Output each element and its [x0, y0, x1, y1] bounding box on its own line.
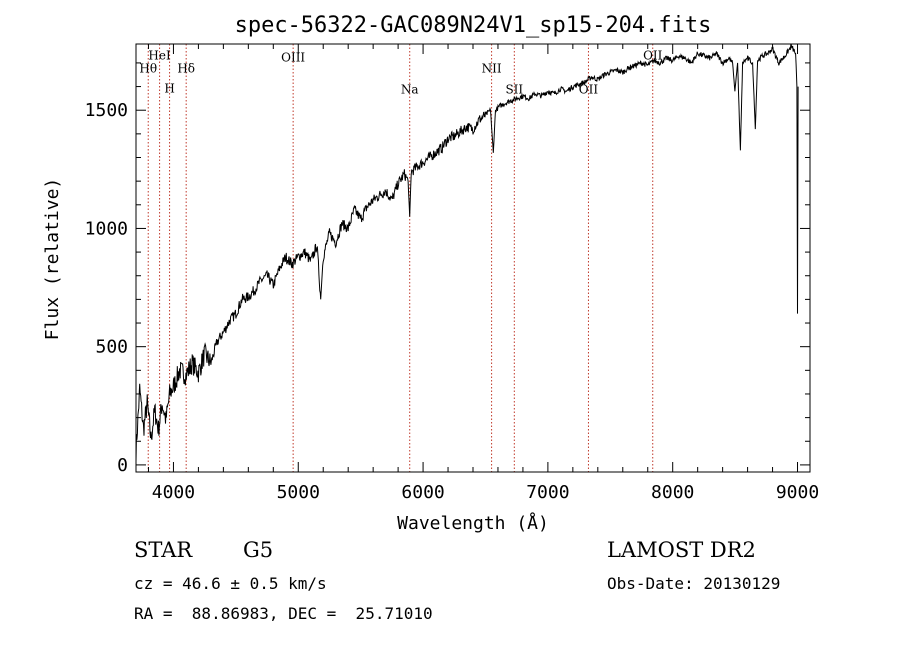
y-tick-label: 500 [95, 337, 128, 358]
x-tick-label: 9000 [776, 482, 819, 503]
x-tick-label: 7000 [526, 482, 569, 503]
plot-frame [135, 43, 811, 473]
line-label: Hθ [139, 61, 157, 75]
y-tick-label: 1000 [85, 218, 128, 239]
survey-name: LAMOST DR2 [607, 538, 756, 562]
line-label: HeI [148, 48, 171, 62]
redshift-text: cz = 46.6 ± 0.5 km/s [134, 574, 327, 593]
x-tick-label: 8000 [651, 482, 694, 503]
x-tick-label: 5000 [277, 482, 320, 503]
y-tick-label: 0 [117, 455, 128, 476]
line-label: OII [579, 83, 599, 97]
y-axis-label: Flux (relative) [42, 178, 63, 341]
line-label: NII [482, 61, 502, 75]
coordinates: RA = 88.86983, DEC = 25.71010 [134, 604, 433, 623]
line-label: Na [401, 83, 419, 97]
line-label: SII [505, 83, 523, 97]
object-subclass: G5 [243, 538, 274, 562]
line-label: H [164, 81, 174, 95]
chart-title: spec-56322-GAC089N24V1_sp15-204.fits [235, 13, 712, 38]
line-label: Hδ [177, 61, 195, 75]
object-class: STAR [134, 538, 193, 562]
obs-date: Obs-Date: 20130129 [607, 574, 781, 593]
line-label: OIII [281, 51, 305, 65]
emission-line-markers [147, 44, 654, 472]
x-tick-label: 4000 [152, 482, 195, 503]
x-axis-label: Wavelength (Å) [397, 512, 549, 534]
line-label: OII [643, 48, 663, 62]
y-tick-label: 1500 [85, 100, 128, 121]
flux-spectrum-line [135, 44, 799, 462]
axes: 4000 5000 6000 7000 8000 9000 0 500 1000 1500 [85, 44, 819, 503]
x-tick-label: 6000 [401, 482, 444, 503]
